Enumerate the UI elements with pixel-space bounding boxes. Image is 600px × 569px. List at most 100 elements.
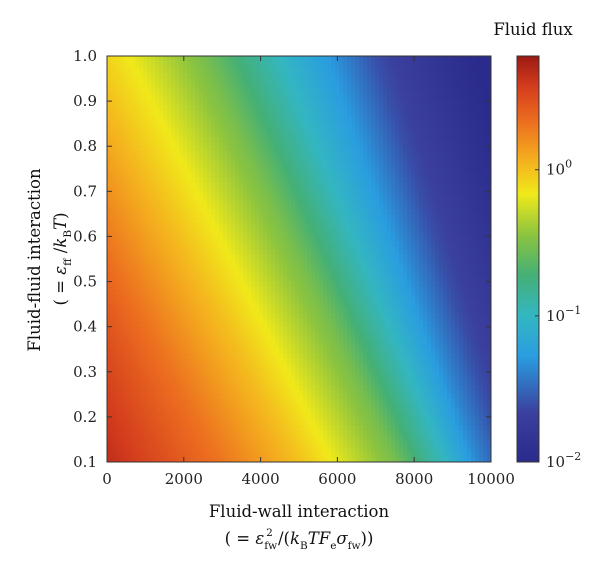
heatmap-cell (407, 146, 412, 152)
heatmap-cell (223, 277, 228, 283)
heatmap-cell (303, 286, 308, 292)
heatmap-cell (247, 164, 252, 170)
heatmap-cell (363, 96, 368, 102)
heatmap-cell (191, 110, 196, 116)
heatmap-cell (235, 74, 240, 80)
heatmap-cell (179, 204, 184, 210)
heatmap-cell (487, 182, 491, 188)
heatmap-cell (239, 173, 244, 179)
heatmap-cell (159, 268, 164, 274)
heatmap-cell (371, 213, 376, 219)
heatmap-cell (235, 141, 240, 147)
heatmap-cell (195, 222, 200, 229)
heatmap-cell (311, 240, 316, 247)
heatmap-cell (331, 56, 336, 62)
heatmap-cell (339, 236, 344, 242)
heatmap-cell (259, 182, 264, 188)
heatmap-cell (435, 177, 440, 183)
heatmap-cell (319, 137, 324, 143)
heatmap-cell (323, 272, 328, 278)
heatmap-cell (351, 105, 356, 111)
heatmap-cell (371, 137, 376, 143)
heatmap-cell (255, 56, 260, 62)
heatmap-cell (251, 245, 256, 251)
heatmap-cell (123, 249, 128, 256)
heatmap-cell (247, 259, 252, 265)
heatmap-cell (467, 218, 472, 224)
heatmap-cell (143, 240, 148, 247)
heatmap-cell (439, 259, 444, 265)
heatmap-cell (159, 164, 164, 170)
heatmap-cell (307, 83, 312, 89)
heatmap-cell (399, 159, 404, 165)
heatmap-cell (399, 101, 404, 107)
heatmap-cell (307, 204, 312, 210)
heatmap-cell (319, 182, 324, 188)
heatmap-cell (243, 69, 248, 75)
heatmap-cell (463, 60, 468, 66)
heatmap-cell (431, 56, 436, 62)
heatmap-cell (407, 259, 412, 265)
heatmap-cell (351, 182, 356, 188)
heatmap-cell (247, 155, 252, 161)
heatmap-cell (411, 114, 416, 120)
heatmap-cell (219, 268, 224, 274)
heatmap-cell (127, 286, 132, 292)
heatmap-cell (415, 259, 420, 265)
heatmap-cell (255, 245, 260, 251)
heatmap-cell (271, 74, 276, 80)
heatmap-cell (179, 213, 184, 219)
heatmap-cell (127, 74, 132, 80)
heatmap-cell (171, 105, 176, 111)
heatmap-cell (379, 83, 384, 89)
heatmap-cell (195, 141, 200, 147)
heatmap-cell (123, 56, 128, 62)
heatmap-cell (167, 245, 172, 251)
heatmap-cell (271, 69, 276, 75)
heatmap-cell (475, 114, 480, 120)
heatmap-cell (167, 146, 172, 152)
heatmap-cell (219, 286, 224, 292)
heatmap-cell (275, 56, 280, 62)
heatmap-cell (447, 56, 452, 62)
heatmap-cell (283, 69, 288, 75)
heatmap-cell (239, 101, 244, 107)
heatmap-cell (255, 168, 260, 174)
heatmap-cell (147, 132, 152, 138)
heatmap-cell (415, 281, 420, 287)
heatmap-cell (311, 141, 316, 147)
heatmap-cell (439, 213, 444, 219)
heatmap-cell (423, 263, 428, 269)
heatmap-cell (487, 159, 491, 165)
heatmap-cell (431, 128, 436, 134)
heatmap-cell (275, 110, 280, 116)
heatmap-cell (291, 286, 296, 292)
heatmap-cell (139, 200, 144, 206)
heatmap-cell (399, 200, 404, 206)
heatmap-cell (243, 236, 248, 242)
heatmap-cell (423, 204, 428, 210)
heatmap-cell (367, 96, 372, 102)
heatmap-cell (227, 150, 232, 156)
heatmap-cell (227, 272, 232, 278)
heatmap-cell (431, 200, 436, 206)
heatmap-cell (259, 110, 264, 116)
heatmap-cell (307, 177, 312, 183)
heatmap-cell (143, 56, 148, 62)
heatmap-cell (319, 281, 324, 287)
heatmap-cell (159, 263, 164, 269)
heatmap-cell (367, 83, 372, 89)
heatmap-cell (271, 101, 276, 107)
heatmap-cell (311, 177, 316, 183)
heatmap-cell (327, 254, 332, 260)
heatmap-cell (383, 60, 388, 66)
heatmap-cell (147, 141, 152, 147)
heatmap-cell (451, 186, 456, 192)
heatmap-cell (315, 83, 320, 89)
heatmap-cell (391, 263, 396, 269)
heatmap-cell (151, 74, 156, 80)
heatmap-cell (267, 227, 272, 233)
heatmap-cell (331, 132, 336, 138)
heatmap-cell (447, 123, 452, 129)
heatmap-cell (379, 281, 384, 287)
